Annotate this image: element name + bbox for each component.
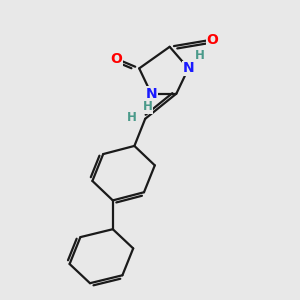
Text: H: H: [195, 49, 205, 62]
Text: N: N: [183, 61, 194, 75]
Text: H: H: [143, 100, 152, 113]
Text: O: O: [110, 52, 122, 66]
Text: H: H: [127, 111, 137, 124]
Text: O: O: [206, 33, 218, 46]
Text: N: N: [146, 87, 157, 100]
